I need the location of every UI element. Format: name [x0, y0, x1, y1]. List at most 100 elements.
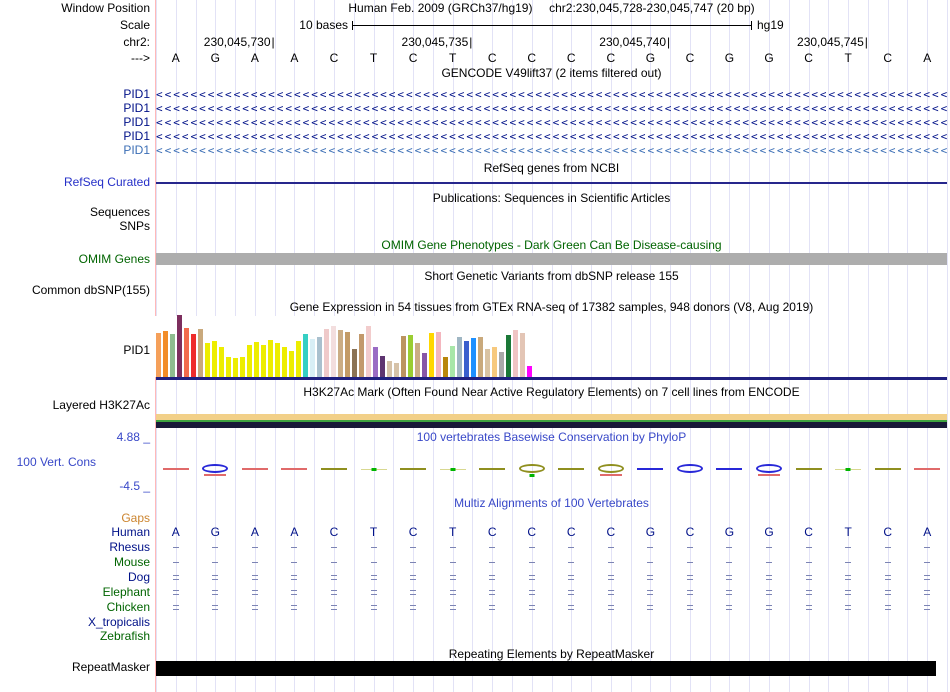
multiz-species-label-x_tropicalis[interactable]: X_tropicalis: [87, 615, 150, 629]
h3k27ac-layer-green[interactable]: [156, 420, 947, 422]
gtex-expression-bar[interactable]: [478, 337, 483, 377]
gtex-expression-bar[interactable]: [184, 328, 189, 377]
gencode-transcript-arrows[interactable]: <<<<<<<<<<<<<<<<<<<<<<<<<<<<<<<<<<<<<<<<…: [156, 102, 947, 115]
omim-genes-label[interactable]: OMIM Genes: [78, 252, 150, 266]
gtex-expression-bar[interactable]: [464, 341, 469, 377]
refseq-gene-line[interactable]: [156, 182, 947, 184]
gtex-expression-bar[interactable]: [317, 337, 322, 377]
gtex-expression-bar[interactable]: [226, 357, 231, 377]
layered-h3k27ac-label[interactable]: Layered H3K27Ac: [52, 398, 150, 412]
gtex-expression-bar[interactable]: [156, 333, 161, 377]
gtex-expression-bar[interactable]: [485, 349, 490, 377]
gtex-expression-bar[interactable]: [170, 334, 175, 377]
gencode-transcript-arrows[interactable]: <<<<<<<<<<<<<<<<<<<<<<<<<<<<<<<<<<<<<<<<…: [156, 116, 947, 129]
multiz-species-label-mouse[interactable]: Mouse: [113, 555, 150, 569]
multiz-human-base: G: [764, 525, 774, 539]
publications-sequences-label[interactable]: Sequences: [89, 205, 150, 219]
gtex-expression-bar[interactable]: [401, 336, 406, 377]
gtex-expression-bar[interactable]: [289, 351, 294, 377]
gtex-expression-bar[interactable]: [450, 346, 455, 377]
omim-gene-bar[interactable]: [156, 253, 947, 265]
gencode-transcript-label[interactable]: PID1: [123, 129, 150, 143]
h3k27ac-layer-dark[interactable]: [156, 422, 947, 428]
gtex-expression-bar[interactable]: [268, 340, 273, 377]
gtex-expression-bar[interactable]: [366, 326, 371, 377]
gtex-expression-bar[interactable]: [324, 329, 329, 377]
gtex-expression-bar[interactable]: [240, 357, 245, 377]
multiz-species-label-elephant[interactable]: Elephant: [102, 585, 150, 599]
gtex-expression-bar[interactable]: [345, 332, 350, 377]
gtex-expression-bar[interactable]: [233, 358, 238, 377]
multiz-species-label-zebrafish[interactable]: Zebrafish: [99, 629, 150, 643]
gtex-expression-bar[interactable]: [429, 333, 434, 377]
gtex-expression-bar[interactable]: [198, 329, 203, 377]
gtex-expression-bar[interactable]: [387, 361, 392, 377]
gencode-transcript-arrows[interactable]: <<<<<<<<<<<<<<<<<<<<<<<<<<<<<<<<<<<<<<<<…: [156, 130, 947, 143]
gtex-expression-bar[interactable]: [415, 343, 420, 377]
gencode-transcript-label[interactable]: PID1: [123, 101, 150, 115]
gtex-expression-bar[interactable]: [296, 341, 301, 377]
gtex-expression-bar[interactable]: [282, 347, 287, 377]
multiz-species-label-chicken[interactable]: Chicken: [106, 600, 150, 614]
gtex-expression-bar[interactable]: [247, 345, 252, 377]
gencode-transcript-arrows[interactable]: <<<<<<<<<<<<<<<<<<<<<<<<<<<<<<<<<<<<<<<<…: [156, 88, 947, 101]
multiz-unalignable-mark: [686, 579, 693, 580]
gtex-expression-bar[interactable]: [520, 333, 525, 377]
gtex-expression-bar[interactable]: [422, 353, 427, 377]
conservation-track-label[interactable]: 100 Vert. Cons: [16, 455, 96, 469]
repeatmasker-label[interactable]: RepeatMasker: [71, 660, 150, 674]
gtex-expression-bar[interactable]: [373, 347, 378, 377]
gtex-expression-bar[interactable]: [219, 347, 224, 377]
gtex-expression-bar[interactable]: [331, 326, 336, 377]
gencode-transcript-arrows[interactable]: <<<<<<<<<<<<<<<<<<<<<<<<<<<<<<<<<<<<<<<<…: [156, 144, 947, 157]
gtex-expression-bar[interactable]: [513, 330, 518, 377]
repeatmasker-element-bar[interactable]: [156, 661, 936, 676]
gtex-expression-bar[interactable]: [177, 315, 182, 377]
gtex-expression-bar[interactable]: [457, 337, 462, 377]
multiz-unalignable-mark: [291, 579, 298, 580]
gtex-expression-bar[interactable]: [352, 349, 357, 377]
h3k27ac-track-title: H3K27Ac Mark (Often Found Near Active Re…: [303, 385, 800, 399]
gtex-expression-bar[interactable]: [310, 339, 315, 377]
gtex-expression-bar[interactable]: [380, 356, 385, 377]
multiz-gap-dash: [686, 562, 693, 563]
gridline: [749, 0, 751, 692]
multiz-unalignable-mark: [766, 609, 773, 610]
multiz-species-label-rhesus[interactable]: Rhesus: [109, 540, 150, 554]
multiz-species-label-human[interactable]: Human: [111, 525, 150, 539]
publications-snps-label[interactable]: SNPs: [119, 219, 150, 233]
refseq-curated-label[interactable]: RefSeq Curated: [63, 175, 150, 189]
gencode-transcript-label[interactable]: PID1: [123, 115, 150, 129]
gencode-transcript-label[interactable]: PID1: [123, 143, 150, 157]
gtex-expression-bar[interactable]: [471, 338, 476, 377]
multiz-unalignable-mark: [251, 590, 258, 591]
h3k27ac-layer-sand[interactable]: [156, 414, 947, 420]
gtex-expression-bar[interactable]: [205, 343, 210, 377]
common-dbsnp-label[interactable]: Common dbSNP(155): [31, 283, 150, 297]
gtex-expression-bar[interactable]: [163, 331, 168, 377]
gtex-expression-bar[interactable]: [436, 332, 441, 377]
gtex-expression-bar[interactable]: [254, 342, 259, 377]
gtex-expression-bar[interactable]: [499, 352, 504, 377]
gtex-expression-bar[interactable]: [443, 357, 448, 377]
gtex-expression-bar[interactable]: [303, 334, 308, 377]
multiz-gap-dash: [370, 547, 377, 548]
multiz-unalignable-mark: [212, 605, 219, 606]
gtex-expression-bar[interactable]: [359, 334, 364, 377]
multiz-species-label-dog[interactable]: Dog: [127, 570, 150, 584]
multiz-species-label-gaps[interactable]: Gaps: [121, 511, 150, 525]
gencode-transcript-label[interactable]: PID1: [123, 87, 150, 101]
gtex-expression-bar[interactable]: [338, 330, 343, 377]
gtex-expression-bar[interactable]: [275, 343, 280, 377]
gtex-expression-bar[interactable]: [394, 363, 399, 377]
gtex-gene-label[interactable]: PID1: [123, 343, 150, 357]
multiz-unalignable-mark: [172, 579, 179, 580]
gtex-expression-bar[interactable]: [492, 347, 497, 377]
gtex-expression-bar[interactable]: [408, 335, 413, 377]
gtex-expression-bar[interactable]: [527, 366, 532, 377]
gtex-expression-bar[interactable]: [191, 334, 196, 377]
gtex-expression-bar[interactable]: [506, 335, 511, 377]
gtex-expression-bar[interactable]: [212, 341, 217, 377]
gtex-expression-bar[interactable]: [261, 345, 266, 377]
